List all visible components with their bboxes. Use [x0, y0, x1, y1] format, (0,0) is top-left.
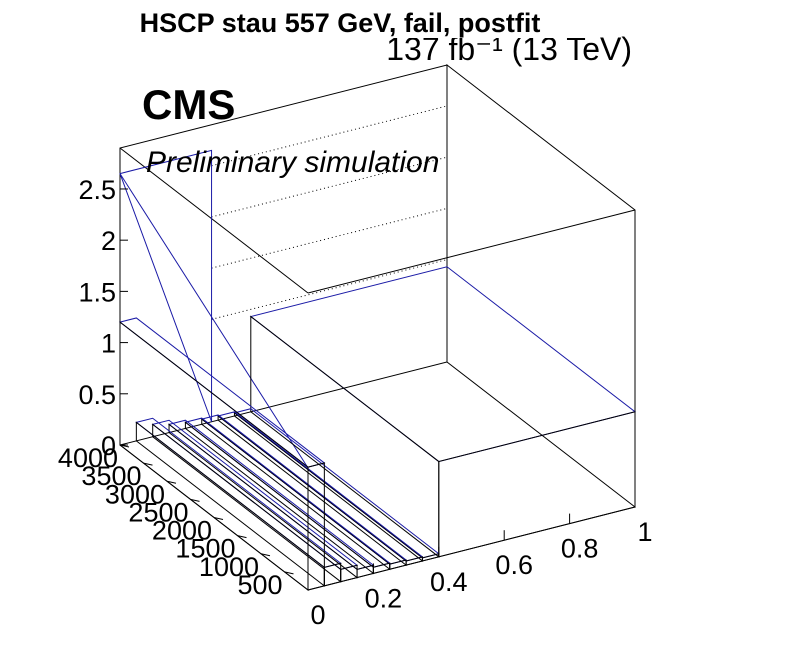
y-tick-label: 3500 [81, 461, 141, 491]
back-band-slope [119, 173, 309, 469]
bar [323, 562, 342, 587]
x-tick-label: 0.6 [495, 550, 533, 580]
x-tick-label: 0.4 [430, 567, 468, 597]
y-tick-label: 500 [237, 570, 282, 600]
y-tick-label: 3000 [105, 479, 165, 509]
bar-side [119, 321, 309, 592]
top-edge-front [307, 209, 636, 294]
y-tick [190, 498, 200, 502]
y-tick-label: 1500 [175, 534, 235, 564]
bar [389, 559, 407, 570]
y-tick [284, 571, 294, 575]
y-tick [260, 553, 271, 557]
back-band-top [119, 149, 213, 422]
z-tick-label: 0.5 [78, 380, 116, 410]
y-tick-label: 1000 [199, 552, 259, 582]
status-label: Preliminary simulation [146, 146, 439, 179]
top-edge-left [119, 147, 309, 294]
x-tick-label: 1 [637, 517, 652, 547]
chart-title: HSCP stau 557 GeV, fail, postfit [140, 8, 541, 38]
experiment-label: CMS [142, 81, 235, 128]
back-wall-yz [446, 63, 636, 509]
bar [307, 462, 325, 591]
y-tick [143, 462, 153, 466]
z-tick-label: 1.5 [78, 277, 116, 307]
chart-frame [119, 63, 636, 591]
y-tick [237, 535, 247, 539]
y-tick-label: 2500 [128, 497, 188, 527]
y-tick-label: 4000 [58, 443, 118, 473]
bar-top [249, 266, 637, 463]
title-background [90, 0, 590, 38]
z-tick-label: 1 [101, 329, 116, 359]
z-tick-label: 2.5 [78, 175, 116, 205]
bar [421, 553, 440, 562]
back-wall-gridline [211, 259, 448, 320]
x-tick-label: 0.8 [561, 534, 599, 564]
back-wall-gridline [211, 105, 448, 167]
x-tick-label: 0.2 [365, 583, 403, 613]
z-tick-label: 0 [101, 431, 116, 461]
bar [405, 556, 423, 566]
y-tick-label: 2000 [152, 516, 212, 546]
bar [372, 562, 391, 575]
bar-side [250, 315, 440, 558]
back-wall-gridline [211, 207, 448, 269]
chart-bars [118, 149, 637, 592]
y-tick [213, 517, 224, 520]
back-wall-gridline [211, 156, 448, 218]
y-tick [166, 480, 177, 484]
y-tick [119, 444, 130, 448]
z-tick-label: 2 [101, 226, 116, 256]
x-tick-label: 0 [310, 600, 325, 630]
chart-axes: 00.511.522.500.20.40.60.8150010001500200… [58, 175, 653, 630]
